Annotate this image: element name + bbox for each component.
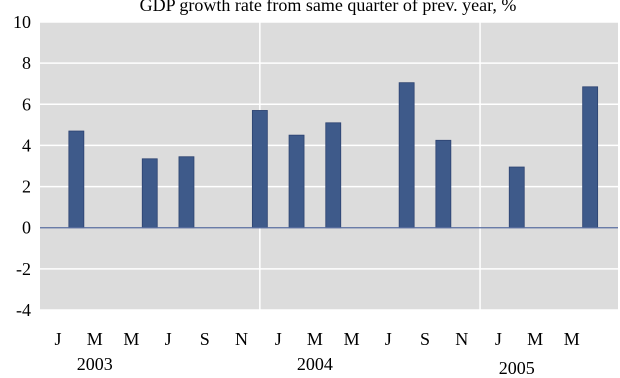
x-tick-label: N: [235, 329, 248, 349]
y-tick-label: 8: [22, 53, 31, 73]
x-tick-label: S: [200, 329, 210, 349]
y-tick-label: 0: [22, 218, 31, 238]
y-tick-label: 10: [13, 12, 31, 32]
y-tick-label: -4: [16, 300, 31, 320]
x-tick-label: J: [385, 329, 392, 349]
bar: [141, 158, 158, 229]
bar: [288, 134, 305, 229]
bar: [398, 82, 415, 229]
bar: [582, 86, 599, 229]
y-tick-label: 6: [22, 94, 31, 114]
chart-title: GDP growth rate from same quarter of pre…: [140, 0, 517, 15]
x-tick-label: J: [165, 329, 172, 349]
x-tick-label: M: [87, 329, 103, 349]
x-tick-label: M: [123, 329, 139, 349]
bars: [68, 82, 599, 229]
x-tick-label: M: [344, 329, 360, 349]
year-label: 2003: [77, 354, 113, 374]
bar: [325, 122, 342, 229]
year-label: 2004: [297, 354, 333, 374]
x-tick-label: M: [564, 329, 580, 349]
bar: [178, 156, 195, 229]
x-tick-label: J: [54, 329, 61, 349]
bar: [508, 166, 525, 229]
y-tick-label: 4: [22, 135, 31, 155]
bar: [68, 130, 85, 229]
y-tick-label: -2: [16, 259, 31, 279]
y-axis-tick-labels: -4 -2 0 2 4 6 8 10: [13, 12, 31, 320]
x-tick-label: M: [527, 329, 543, 349]
year-label: 2005: [499, 358, 535, 378]
y-tick-label: 2: [22, 177, 31, 197]
x-tick-label: S: [420, 329, 430, 349]
bar: [435, 139, 452, 229]
x-axis-year-labels: 2003 2004 2005: [77, 354, 535, 378]
x-tick-label: N: [455, 329, 468, 349]
bar: [251, 110, 268, 229]
x-tick-label: M: [307, 329, 323, 349]
x-tick-label: J: [495, 329, 502, 349]
x-tick-label: J: [275, 329, 282, 349]
